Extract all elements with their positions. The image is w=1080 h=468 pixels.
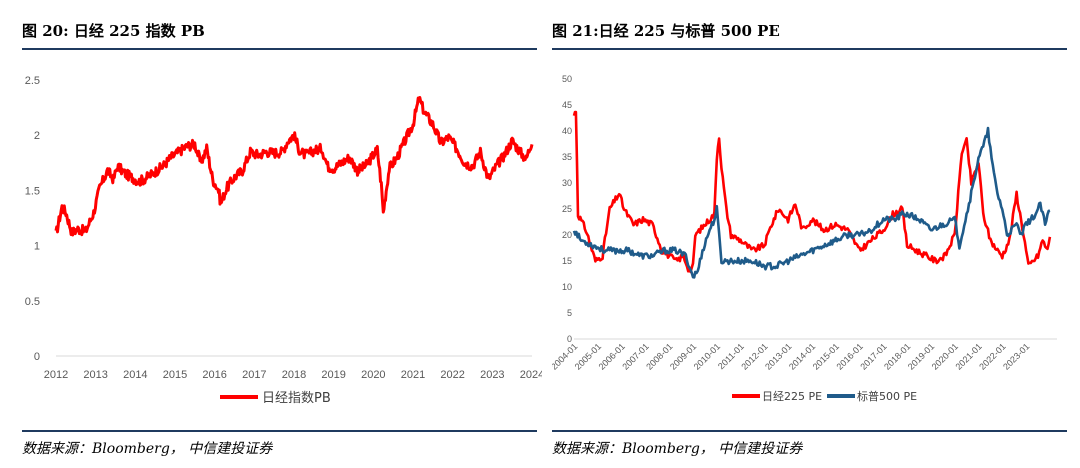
top-rule-right [552,48,1067,50]
figure-title-left: 图 20: 日经 225 指数 PB [22,22,205,40]
y-tick-label: 45 [562,100,572,110]
legend-label-sp500-pe: 标普500 PE [857,389,917,403]
x-tick-label: 2017 [242,369,266,381]
y-tick-label: 2 [34,130,40,142]
y-tick-label: 30 [562,178,572,188]
y-tick-label: 25 [562,204,572,214]
y-tick-label: 10 [562,282,572,292]
bottom-rule-right [552,430,1067,432]
y-tick-label: 1.5 [25,185,40,197]
legend-label-nikkei-pb: 日经指数PB [262,391,331,406]
y-tick-label: 1 [34,241,40,253]
x-tick-label: 2012 [44,369,68,381]
legend-label-nikkei-pe: 日经225 PE [762,390,822,403]
series-line-nikkei-pb [54,96,534,237]
source-note-right: 数据来源：Bloomberg， 中信建投证券 [552,441,803,457]
pb-chart: 0 0.5 1 1.5 2 2.5 2012 2013 2014 2015 2016 2017 2018… [25,75,542,406]
bottom-rule-left [22,430,537,432]
figure-left: 图 20: 日经 225 指数 PB 0 0.5 1 1.5 2 2.5 2012 2013 2… [22,0,542,468]
y-tick-label: 15 [562,256,572,266]
y-tick-label: 35 [562,152,572,162]
figure-right: 图 21:日经 225 与标普 500 PE 0 5 10 15 20 25 30 35 40 4… [552,0,1072,468]
x-tick-label: 2018 [282,369,306,381]
x-tick-label: 2023 [480,369,504,381]
x-tick-label: 2015 [163,369,187,381]
x-tick-label: 2016 [202,369,226,381]
y-tick-label: 40 [562,126,572,136]
x-tick-label: 2021 [401,369,425,381]
y-tick-label: 50 [562,74,572,84]
y-tick-label: 5 [567,308,572,318]
x-tick-label: 2023-01 [1001,341,1031,371]
pe-chart: 051015202530354045502004-012005-012006-0… [552,74,1057,403]
source-note-left: 数据来源：Bloomberg， 中信建投证券 [22,441,273,457]
figure-title-right: 图 21:日经 225 与标普 500 PE [552,22,780,40]
y-tick-label: 20 [562,230,572,240]
y-tick-label: 0 [567,334,572,344]
x-tick-label: 2022 [440,369,464,381]
x-tick-label: 2013 [83,369,107,381]
top-rule-left [22,48,537,50]
x-tick-label: 2024 [520,369,542,381]
x-tick-label: 2014 [123,369,147,381]
y-tick-label: 0.5 [25,296,40,308]
series-line-nikkei-pe [572,110,1052,274]
x-tick-label: 2019 [321,369,345,381]
x-tick-label: 2020 [361,369,385,381]
y-tick-label: 0 [34,351,40,363]
y-tick-label: 2.5 [25,75,40,87]
series-line-sp500-pe [572,126,1051,279]
